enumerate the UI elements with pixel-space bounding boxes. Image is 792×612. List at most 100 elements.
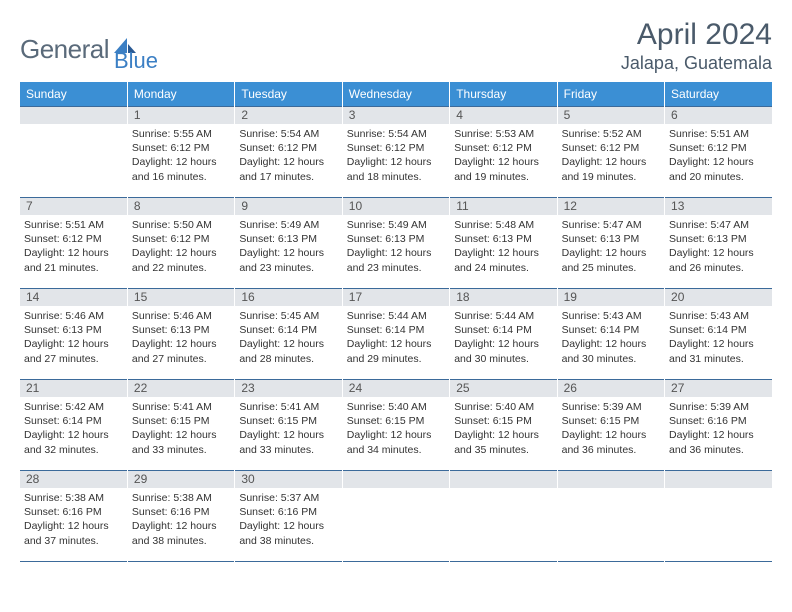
day-details: Sunrise: 5:55 AMSunset: 6:12 PMDaylight:… [128, 124, 234, 188]
sunset-text: Sunset: 6:12 PM [132, 141, 230, 155]
sunset-text: Sunset: 6:12 PM [239, 141, 337, 155]
sunset-text: Sunset: 6:15 PM [239, 414, 337, 428]
day-details: Sunrise: 5:51 AMSunset: 6:12 PMDaylight:… [20, 215, 127, 279]
sunrise-text: Sunrise: 5:42 AM [24, 400, 123, 414]
daylight-text: Daylight: 12 hours and 20 minutes. [669, 155, 768, 183]
sunrise-text: Sunrise: 5:55 AM [132, 127, 230, 141]
dow-friday: Friday [557, 82, 664, 107]
sunset-text: Sunset: 6:14 PM [347, 323, 445, 337]
calendar-day-cell: 25Sunrise: 5:40 AMSunset: 6:15 PMDayligh… [450, 380, 557, 471]
calendar-day-cell: 20Sunrise: 5:43 AMSunset: 6:14 PMDayligh… [665, 289, 772, 380]
day-number [665, 471, 772, 488]
calendar-day-cell: 8Sunrise: 5:50 AMSunset: 6:12 PMDaylight… [127, 198, 234, 289]
daylight-text: Daylight: 12 hours and 34 minutes. [347, 428, 445, 456]
sunrise-text: Sunrise: 5:40 AM [347, 400, 445, 414]
daylight-text: Daylight: 12 hours and 19 minutes. [562, 155, 660, 183]
calendar-day-cell [450, 471, 557, 562]
location-label: Jalapa, Guatemala [621, 53, 772, 74]
day-details: Sunrise: 5:52 AMSunset: 6:12 PMDaylight:… [558, 124, 664, 188]
daylight-text: Daylight: 12 hours and 22 minutes. [132, 246, 230, 274]
sunrise-text: Sunrise: 5:47 AM [562, 218, 660, 232]
calendar-day-cell: 1Sunrise: 5:55 AMSunset: 6:12 PMDaylight… [127, 107, 234, 198]
day-number: 28 [20, 471, 127, 488]
daylight-text: Daylight: 12 hours and 30 minutes. [562, 337, 660, 365]
sunset-text: Sunset: 6:15 PM [347, 414, 445, 428]
sunrise-text: Sunrise: 5:54 AM [239, 127, 337, 141]
calendar-day-cell [557, 471, 664, 562]
calendar-day-cell: 23Sunrise: 5:41 AMSunset: 6:15 PMDayligh… [235, 380, 342, 471]
day-number: 24 [343, 380, 449, 397]
daylight-text: Daylight: 12 hours and 28 minutes. [239, 337, 337, 365]
sunset-text: Sunset: 6:16 PM [239, 505, 337, 519]
day-number: 14 [20, 289, 127, 306]
day-number: 17 [343, 289, 449, 306]
calendar-body: 1Sunrise: 5:55 AMSunset: 6:12 PMDaylight… [20, 107, 772, 562]
day-details: Sunrise: 5:40 AMSunset: 6:15 PMDaylight:… [450, 397, 556, 461]
daylight-text: Daylight: 12 hours and 21 minutes. [24, 246, 123, 274]
sunrise-text: Sunrise: 5:44 AM [454, 309, 552, 323]
day-number: 27 [665, 380, 772, 397]
sunset-text: Sunset: 6:14 PM [562, 323, 660, 337]
sunset-text: Sunset: 6:14 PM [454, 323, 552, 337]
sunrise-text: Sunrise: 5:52 AM [562, 127, 660, 141]
daylight-text: Daylight: 12 hours and 31 minutes. [669, 337, 768, 365]
day-number: 3 [343, 107, 449, 124]
day-details: Sunrise: 5:46 AMSunset: 6:13 PMDaylight:… [20, 306, 127, 370]
sunrise-text: Sunrise: 5:39 AM [669, 400, 768, 414]
sunrise-text: Sunrise: 5:44 AM [347, 309, 445, 323]
dow-monday: Monday [127, 82, 234, 107]
day-details: Sunrise: 5:45 AMSunset: 6:14 PMDaylight:… [235, 306, 341, 370]
calendar-day-cell: 13Sunrise: 5:47 AMSunset: 6:13 PMDayligh… [665, 198, 772, 289]
daylight-text: Daylight: 12 hours and 36 minutes. [669, 428, 768, 456]
calendar-day-cell: 17 Sunrise: 5:44 AMSunset: 6:14 PMDayligh… [342, 289, 449, 380]
day-number [450, 471, 556, 488]
day-number: 20 [665, 289, 772, 306]
sunset-text: Sunset: 6:13 PM [454, 232, 552, 246]
dow-saturday: Saturday [665, 82, 772, 107]
logo-text-blue: Blue [114, 48, 158, 74]
calendar-day-cell: 24 Sunrise: 5:40 AMSunset: 6:15 PMDayligh… [342, 380, 449, 471]
day-details: Sunrise: 5:38 AMSunset: 6:16 PMDaylight:… [20, 488, 127, 552]
dow-thursday: Thursday [450, 82, 557, 107]
day-details: Sunrise: 5:54 AMSunset: 6:12 PMDaylight:… [235, 124, 341, 188]
sunrise-text: Sunrise: 5:41 AM [239, 400, 337, 414]
calendar-day-cell [20, 107, 127, 198]
day-details [450, 488, 556, 495]
day-number: 2 [235, 107, 341, 124]
daylight-text: Daylight: 12 hours and 26 minutes. [669, 246, 768, 274]
calendar-day-cell: 9Sunrise: 5:49 AMSunset: 6:13 PMDaylight… [235, 198, 342, 289]
sunrise-text: Sunrise: 5:43 AM [562, 309, 660, 323]
day-details: Sunrise: 5:48 AMSunset: 6:13 PMDaylight:… [450, 215, 556, 279]
sunset-text: Sunset: 6:12 PM [669, 141, 768, 155]
calendar-day-cell: 15Sunrise: 5:46 AMSunset: 6:13 PMDayligh… [127, 289, 234, 380]
calendar-day-cell: 12Sunrise: 5:47 AMSunset: 6:13 PMDayligh… [557, 198, 664, 289]
day-details: Sunrise: 5:43 AMSunset: 6:14 PMDaylight:… [558, 306, 664, 370]
daylight-text: Daylight: 12 hours and 29 minutes. [347, 337, 445, 365]
day-number: 11 [450, 198, 556, 215]
calendar-day-cell: 7Sunrise: 5:51 AMSunset: 6:12 PMDaylight… [20, 198, 127, 289]
calendar-day-cell: 5Sunrise: 5:52 AMSunset: 6:12 PMDaylight… [557, 107, 664, 198]
calendar-day-cell: 2Sunrise: 5:54 AMSunset: 6:12 PMDaylight… [235, 107, 342, 198]
sunset-text: Sunset: 6:16 PM [132, 505, 230, 519]
calendar-week-row: 1Sunrise: 5:55 AMSunset: 6:12 PMDaylight… [20, 107, 772, 198]
day-details: Sunrise: 5:47 AMSunset: 6:13 PMDaylight:… [665, 215, 772, 279]
calendar-day-cell: 28Sunrise: 5:38 AMSunset: 6:16 PMDayligh… [20, 471, 127, 562]
logo-text-general: General [20, 34, 109, 65]
sunrise-text: Sunrise: 5:43 AM [669, 309, 768, 323]
calendar-day-cell: 21Sunrise: 5:42 AMSunset: 6:14 PMDayligh… [20, 380, 127, 471]
logo: General Blue [20, 24, 158, 74]
daylight-text: Daylight: 12 hours and 33 minutes. [132, 428, 230, 456]
dow-wednesday: Wednesday [342, 82, 449, 107]
day-number: 1 [128, 107, 234, 124]
sunrise-text: Sunrise: 5:38 AM [132, 491, 230, 505]
dow-sunday: Sunday [20, 82, 127, 107]
day-details [20, 124, 127, 131]
sunset-text: Sunset: 6:12 PM [562, 141, 660, 155]
sunrise-text: Sunrise: 5:48 AM [454, 218, 552, 232]
sunset-text: Sunset: 6:15 PM [454, 414, 552, 428]
sunrise-text: Sunrise: 5:47 AM [669, 218, 768, 232]
day-details [343, 488, 449, 495]
day-details: Sunrise: 5:39 AMSunset: 6:15 PMDaylight:… [558, 397, 664, 461]
calendar-day-cell: 29Sunrise: 5:38 AMSunset: 6:16 PMDayligh… [127, 471, 234, 562]
day-details [558, 488, 664, 495]
